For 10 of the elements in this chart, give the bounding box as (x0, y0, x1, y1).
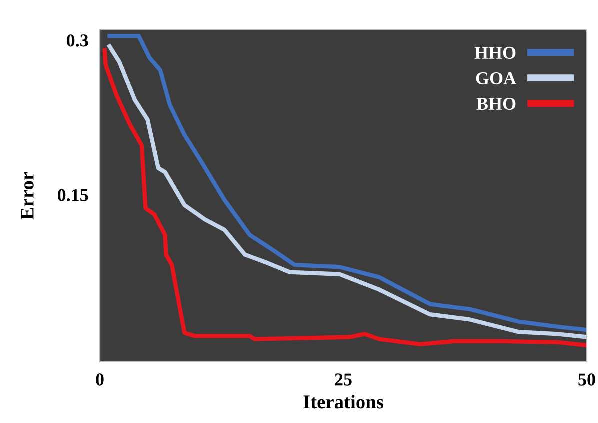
x-tick-label: 25 (335, 374, 352, 386)
y-axis-title: Error (20, 172, 34, 220)
y-tick-label: 0.3 (67, 34, 88, 47)
x-axis-title: Iterations (304, 395, 384, 409)
y-tick-label: 0.15 (58, 189, 88, 202)
legend-label: GOA (476, 72, 516, 85)
legend-label: BHO (476, 98, 516, 110)
x-tick-label: 50 (578, 374, 596, 386)
x-tick-label: 0 (96, 374, 104, 386)
legend-label: HHO (474, 46, 516, 60)
